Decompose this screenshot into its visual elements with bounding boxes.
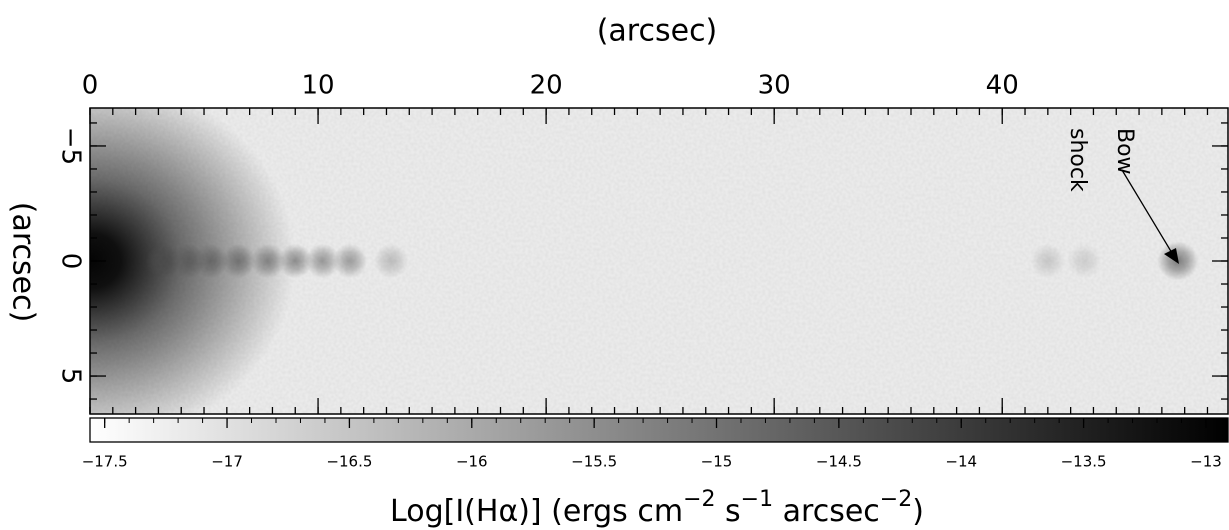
colorbar-tick-label: −17 (211, 453, 243, 471)
colorbar (89, 417, 1229, 443)
colorbar-tick-label: −16 (456, 453, 488, 471)
colorbar-label: Log[I(Hα)] (ergs cm−2 s−1 arcsec−2) (390, 487, 924, 529)
y-tick-label: −5 (56, 127, 86, 165)
colorbar-tick-label: −15.5 (571, 453, 617, 471)
colorbar-tick-label: −17.5 (82, 453, 128, 471)
x-tick-label: 20 (530, 71, 563, 101)
plot-frame (89, 107, 1229, 415)
colorbar-tick-label: −13 (1190, 453, 1222, 471)
annotation: Bow (1112, 128, 1137, 175)
label-part: Log[I(Hα)] (ergs cm (390, 494, 683, 529)
label-part: s (716, 494, 741, 529)
colorbar-tick-label: −15 (701, 453, 733, 471)
label-part: ) (912, 494, 924, 529)
label-part: arcsec (773, 494, 880, 529)
colorbar-tick-label: −14.5 (816, 453, 862, 471)
y-tick-label: 0 (56, 253, 86, 270)
colorbar-tick-label: −14 (945, 453, 977, 471)
arrow-head (1164, 248, 1179, 264)
top-axis-label: (arcsec) (597, 14, 718, 49)
label-sup: −1 (741, 487, 773, 512)
ticks: 0 10 20 30 40 −5 0 5 (56, 71, 1228, 414)
x-tick-label: 40 (986, 71, 1019, 101)
y-axis-label: (arcsec) (6, 202, 41, 323)
label-sup: −2 (880, 487, 912, 512)
x-tick-label: 0 (82, 71, 99, 101)
noise-texture (90, 108, 1228, 414)
y-tick-label: 5 (56, 368, 86, 385)
annotation: shock (1065, 128, 1090, 192)
colorbar-ticks: −17.5 −17 −16.5 −16 −15.5 −15 −14.5 −14 −13.5 −13 (82, 418, 1222, 471)
x-tick-label: 30 (758, 71, 791, 101)
label-sup: −2 (683, 487, 715, 512)
colorbar-tick-label: −16.5 (326, 453, 372, 471)
arrow-line (1121, 169, 1176, 259)
colorbar-tick-label: −13.5 (1061, 453, 1107, 471)
x-tick-label: 10 (302, 71, 335, 101)
